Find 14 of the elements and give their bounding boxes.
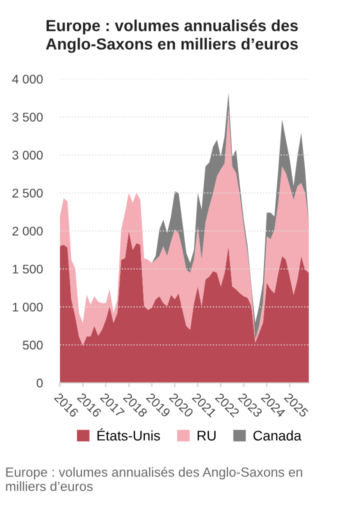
text: Europe : volumes annualisés des Anglo-Saxons en milliers d’euros <box>6 466 302 492</box>
legend-label: Canada <box>253 430 302 441</box>
chart-title: Europe : volumes annualisés des Anglo-Saxons en milliers d’euros <box>46 19 298 53</box>
y-tick-label: 1 500 <box>12 264 43 274</box>
y-tick-label: 500 <box>22 340 43 350</box>
y-tick-label: 3 000 <box>12 150 43 160</box>
y-tick-label: 2 000 <box>12 226 43 236</box>
y-tick-label: 2 500 <box>12 188 43 198</box>
legend-label: États-Unis <box>98 428 160 441</box>
legend-label: RU <box>198 430 216 441</box>
y-tick-label: 0 <box>36 378 43 388</box>
y-tick-label: 1 000 <box>12 302 43 312</box>
y-tick-label: 4 000 <box>12 74 43 84</box>
y-tick-label: 3 500 <box>12 112 43 122</box>
